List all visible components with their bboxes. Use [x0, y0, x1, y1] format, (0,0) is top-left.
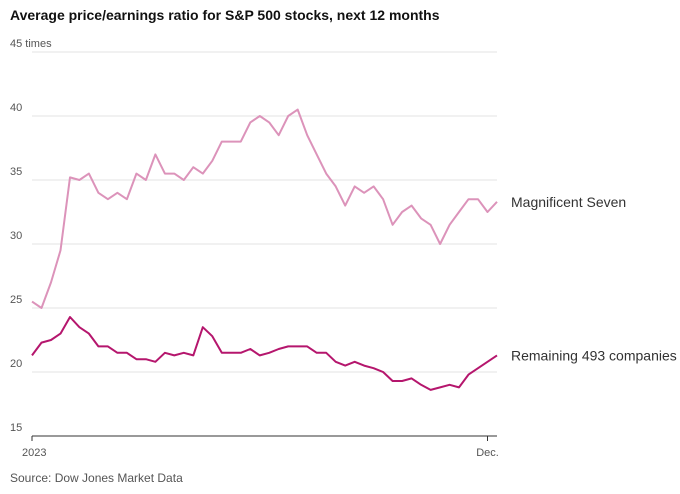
y-tick-label: 25 [10, 294, 22, 306]
chart-title: Average price/earnings ratio for S&P 500… [10, 7, 440, 23]
x-tick-label: Dec. [476, 447, 499, 459]
series-label: Magnificent Seven [511, 194, 626, 210]
source: Source: Dow Jones Market Data [10, 471, 183, 485]
series-line [31, 316, 498, 391]
y-tick-label: 20 [10, 358, 22, 370]
y-tick-label: 15 [10, 422, 22, 434]
series-label: Remaining 493 companies [511, 347, 677, 363]
y-tick-label: 40 [10, 102, 22, 114]
y-tick-label: 30 [10, 230, 22, 242]
series-line [31, 108, 498, 309]
x-tick-label: 2023 [22, 447, 46, 459]
y-tick-label: 35 [10, 166, 22, 178]
y-tick-label: 45 times [10, 38, 52, 50]
